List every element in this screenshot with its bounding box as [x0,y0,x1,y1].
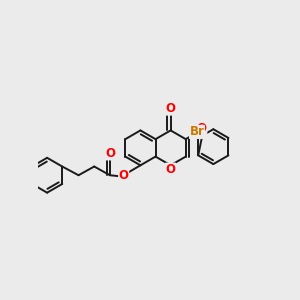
Text: O: O [166,163,176,176]
Text: O: O [119,169,129,182]
Text: O: O [166,102,176,115]
Text: O: O [105,147,115,160]
Text: Br: Br [190,125,205,138]
Text: O: O [197,122,207,136]
